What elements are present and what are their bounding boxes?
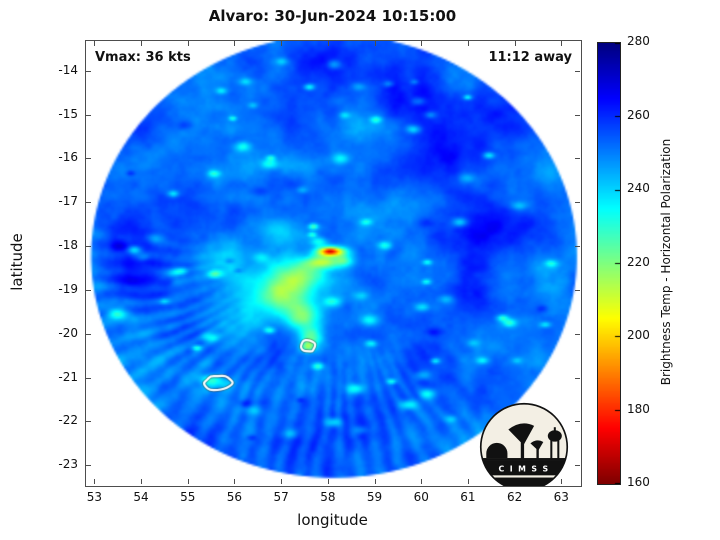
- cimss-logo: C I M S S: [479, 402, 569, 486]
- x-axis-label: longitude: [297, 511, 368, 529]
- colorbar-tick-label: 160: [627, 475, 650, 489]
- y-tick-mark: [575, 465, 580, 467]
- colorbar-tick-label: 220: [627, 254, 650, 269]
- y-tick-mark: [86, 421, 91, 423]
- y-tick-mark: [86, 289, 91, 291]
- y-tick-mark: [86, 202, 91, 204]
- chart-title: Alvaro: 30-Jun-2024 10:15:00: [208, 7, 457, 25]
- vmax-annotation: Vmax: 36 kts: [95, 50, 191, 65]
- y-tick-mark: [86, 158, 91, 160]
- x-tick-mark: [281, 41, 283, 46]
- x-tick-label: 57: [273, 490, 289, 504]
- y-tick-mark: [575, 158, 580, 160]
- x-tick-mark: [467, 41, 469, 46]
- y-tick-mark: [575, 333, 580, 335]
- x-tick-label: 53: [86, 490, 102, 504]
- x-tick-mark: [187, 41, 189, 46]
- y-tick-mark: [86, 246, 91, 248]
- y-tick-label: -20: [58, 325, 78, 340]
- x-tick-label: 58: [320, 490, 336, 504]
- x-tick-mark: [374, 479, 376, 484]
- x-tick-mark: [141, 479, 143, 484]
- y-tick-label: -18: [58, 238, 78, 253]
- y-tick-label: -23: [58, 457, 78, 472]
- colorbar-gradient: [598, 43, 620, 484]
- colorbar-tick-label: 180: [627, 401, 650, 416]
- logo-text: C I M S S: [499, 464, 550, 473]
- x-tick-mark: [421, 479, 423, 484]
- y-tick-label: -15: [58, 106, 78, 121]
- x-tick-mark: [141, 41, 143, 46]
- x-tick-mark: [561, 479, 563, 484]
- x-tick-mark: [561, 41, 563, 46]
- x-tick-label: 55: [180, 490, 196, 504]
- x-tick-mark: [421, 41, 423, 46]
- observatory-silhouette-icon: [481, 423, 567, 486]
- y-tick-mark: [575, 377, 580, 379]
- x-tick-label: 54: [133, 490, 149, 504]
- colorbar: [597, 42, 621, 485]
- colorbar-tick-label: 280: [627, 34, 650, 48]
- x-tick-mark: [327, 41, 329, 46]
- x-tick-mark: [187, 479, 189, 484]
- x-tick-mark: [234, 479, 236, 484]
- x-tick-mark: [327, 479, 329, 484]
- y-tick-label: -19: [58, 281, 78, 296]
- y-tick-label: -17: [58, 194, 78, 209]
- x-tick-mark: [234, 41, 236, 46]
- x-tick-mark: [467, 479, 469, 484]
- x-tick-label: 56: [226, 490, 243, 504]
- colorbar-tick-label: 240: [627, 181, 650, 195]
- x-tick-mark: [281, 479, 283, 484]
- x-tick-mark: [94, 479, 96, 484]
- y-tick-mark: [575, 246, 580, 248]
- pass-time-annotation: 11:12 away: [488, 50, 572, 65]
- y-tick-label: -16: [58, 150, 78, 165]
- x-tick-label: 59: [366, 490, 383, 504]
- x-tick-label: 60: [413, 490, 429, 504]
- y-tick-mark: [575, 70, 580, 72]
- y-tick-label: -14: [58, 62, 78, 77]
- x-tick-label: 62: [506, 490, 523, 504]
- x-tick-label: 63: [553, 490, 569, 504]
- y-tick-mark: [86, 377, 91, 379]
- y-tick-mark: [86, 70, 91, 72]
- x-tick-mark: [514, 41, 516, 46]
- x-tick-mark: [374, 41, 376, 46]
- x-tick-label: 61: [460, 490, 476, 504]
- y-tick-mark: [86, 465, 91, 467]
- y-tick-mark: [86, 114, 91, 116]
- y-tick-mark: [575, 289, 580, 291]
- y-tick-label: -22: [58, 413, 78, 428]
- x-tick-mark: [94, 41, 96, 46]
- y-tick-label: -21: [58, 369, 78, 384]
- y-tick-mark: [86, 333, 91, 335]
- y-tick-mark: [575, 421, 580, 423]
- y-tick-mark: [575, 114, 580, 116]
- colorbar-tick-label: 200: [627, 328, 650, 342]
- plot-area: Vmax: 36 kts 11:12 away C I M S S: [85, 40, 582, 487]
- colorbar-label: Brightness Temp - Horizontal Polarizatio…: [659, 138, 673, 386]
- y-tick-mark: [575, 202, 580, 204]
- colorbar-tick-label: 260: [627, 107, 650, 122]
